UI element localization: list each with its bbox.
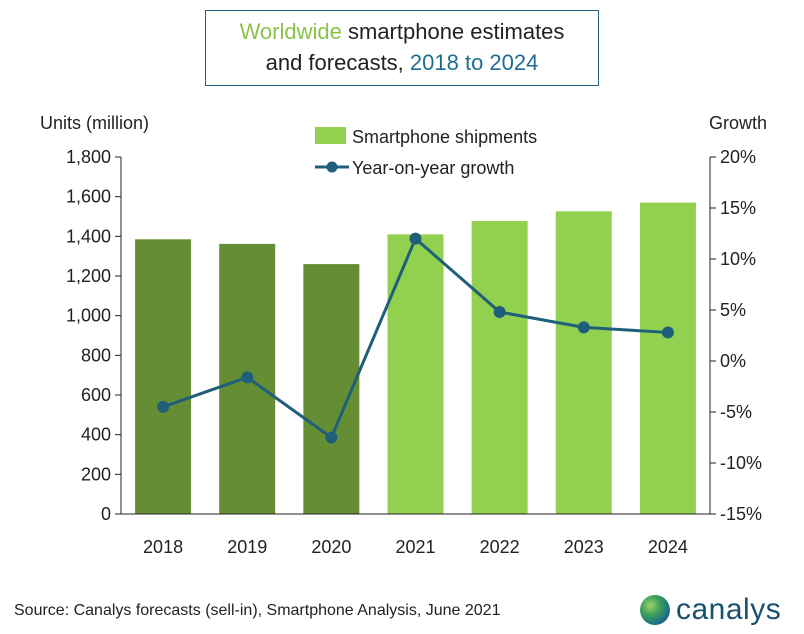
x-tick-label: 2018	[143, 537, 183, 557]
growth-point-2024	[661, 326, 674, 339]
chart-canvas: Units (million) Growth Smartphone shipme…	[40, 113, 767, 557]
globe-icon	[640, 595, 670, 625]
legend: Smartphone shipments Year-on-year growth	[315, 127, 537, 178]
canalys-logo: canalys	[640, 590, 781, 630]
logo-text: canalys	[676, 593, 782, 626]
left-tick-label: 800	[81, 345, 111, 365]
left-tick-label: 600	[81, 385, 111, 405]
growth-line-series	[157, 232, 674, 444]
right-tick-label: 5%	[720, 300, 746, 320]
chart-title: Worldwide smartphone estimates and forec…	[205, 10, 599, 86]
left-tick-label: 200	[81, 464, 111, 484]
right-axis-title: Growth	[709, 113, 767, 133]
bar-2021	[387, 234, 444, 514]
left-tick-label: 1,000	[66, 306, 111, 326]
x-tick-label: 2024	[648, 537, 688, 557]
right-tick-label: 20%	[720, 147, 756, 167]
legend-label-shipments: Smartphone shipments	[352, 127, 537, 147]
legend-swatch-shipments	[315, 127, 346, 144]
growth-point-2020	[325, 431, 338, 444]
left-tick-label: 1,200	[66, 266, 111, 286]
source-note: Source: Canalys forecasts (sell-in), Sma…	[14, 602, 501, 619]
x-tick-label: 2019	[227, 537, 267, 557]
left-tick-label: 1,400	[66, 226, 111, 246]
left-tick-label: 1,800	[66, 147, 111, 167]
left-tick-label: 400	[81, 425, 111, 445]
bar-series	[135, 202, 696, 515]
x-tick-label: 2021	[395, 537, 435, 557]
title-part-4: 2018 to 2024	[409, 50, 539, 75]
bar-2018	[135, 239, 192, 514]
x-tick-label: 2022	[480, 537, 520, 557]
right-tick-label: 0%	[720, 351, 746, 371]
right-tick-label: 15%	[720, 198, 756, 218]
growth-point-2019	[241, 371, 254, 384]
x-tick-label: 2020	[311, 537, 351, 557]
title-part-2: smartphone estimates	[341, 19, 565, 44]
growth-point-2018	[157, 400, 170, 413]
bar-2020	[303, 264, 360, 514]
left-axis-title: Units (million)	[40, 113, 149, 133]
right-tick-label: 10%	[720, 249, 756, 269]
growth-point-2023	[577, 321, 590, 334]
right-tick-label: -10%	[720, 453, 762, 473]
right-tick-label: -15%	[720, 504, 762, 524]
left-tick-label: 1,600	[66, 187, 111, 207]
x-tick-label: 2023	[564, 537, 604, 557]
growth-point-2022	[493, 306, 506, 319]
title-part-3: and forecasts,	[265, 50, 410, 75]
axes: 0 200 400 600 800 1,000 1,200 1,400 1,600 1,800 -1…	[66, 147, 762, 557]
growth-point-2021	[409, 232, 422, 245]
legend-swatch-growth-marker	[326, 161, 338, 173]
left-tick-label: 0	[101, 504, 111, 524]
legend-label-growth: Year-on-year growth	[352, 158, 514, 178]
bar-2022	[471, 221, 528, 515]
bar-2023	[555, 211, 612, 515]
title-part-1: Worldwide	[239, 19, 342, 44]
bar-2024	[639, 202, 696, 514]
right-tick-label: -5%	[720, 402, 752, 422]
